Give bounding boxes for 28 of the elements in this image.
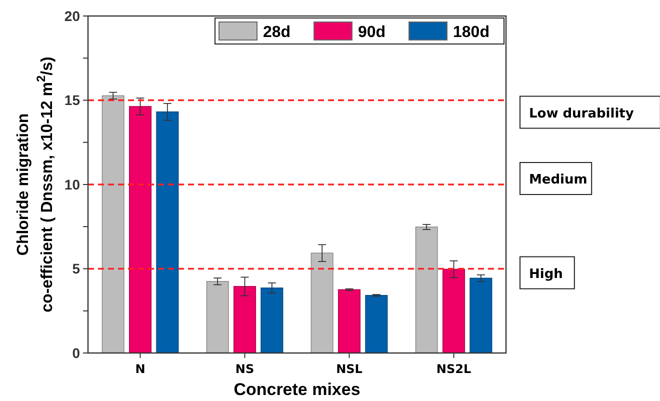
legend-label: 28d	[263, 24, 291, 41]
bar	[310, 252, 334, 354]
ref-line-label: Medium	[529, 172, 588, 188]
bar	[128, 106, 152, 354]
x-tick-label: N	[135, 362, 146, 376]
bar	[260, 288, 284, 354]
ref-line-label: Low durability	[529, 106, 634, 122]
legend-label: 90d	[358, 24, 386, 41]
x-tick-label: NS2L	[436, 362, 472, 376]
bar	[233, 286, 256, 354]
bar	[206, 280, 229, 354]
bar	[365, 294, 388, 354]
ref-line-label: High	[529, 266, 563, 282]
bar	[442, 268, 466, 354]
x-tick-label: NS	[235, 362, 254, 376]
bar	[470, 278, 492, 354]
y-tick-label: 5	[72, 260, 80, 277]
bar	[415, 226, 438, 354]
bar	[156, 111, 179, 354]
y-tick-label: 10	[64, 176, 80, 192]
x-axis-title: Concrete mixes	[234, 380, 360, 399]
y-tick-label: 0	[72, 344, 80, 361]
legend-label: 180d	[453, 24, 490, 41]
bar	[338, 289, 361, 354]
x-tick-label: NSL	[336, 362, 363, 376]
bar	[102, 95, 124, 354]
y-tick-label: 15	[64, 92, 80, 108]
y-tick-label: 20	[64, 8, 80, 24]
